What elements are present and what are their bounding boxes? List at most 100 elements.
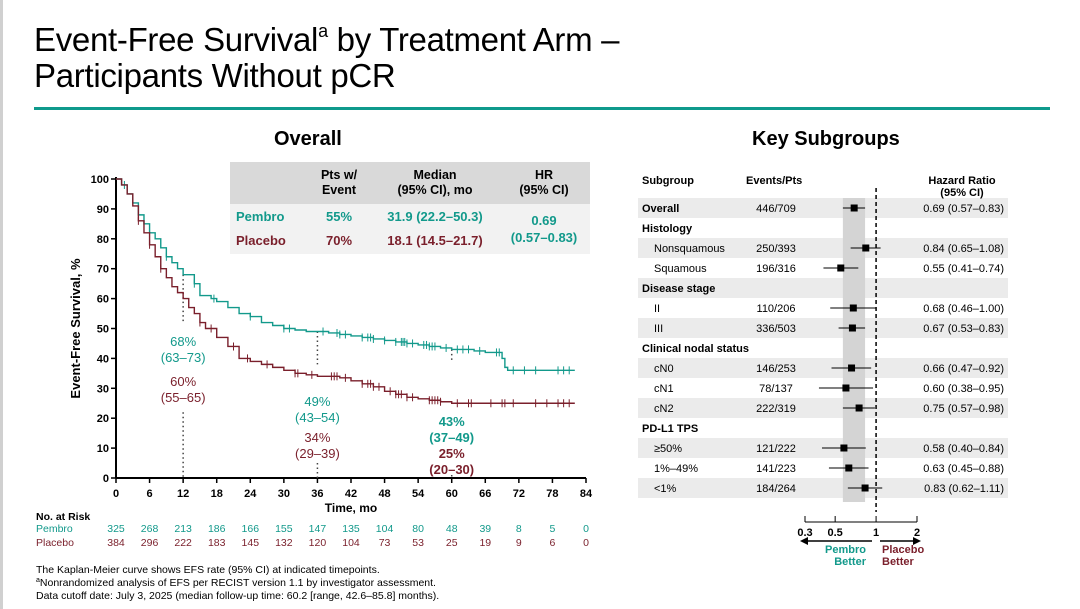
row-pembro-pts-event: 55% [325,209,353,224]
risk-value-pembro: 147 [309,523,327,535]
title-subtitle: Participants Without pCR [34,57,396,94]
x-tick-label: 0 [113,488,119,500]
risk-value-pembro: 135 [342,523,360,535]
risk-row-label-pembro: Pembro [36,523,73,535]
x-tick-label: 24 [244,488,257,500]
row-placebo-pts-event: 70% [325,233,353,248]
risk-value-placebo: 132 [275,537,293,549]
risk-value-pembro: 325 [107,523,125,535]
x-tick-label: 12 [177,488,189,500]
risk-value-pembro: 80 [412,523,424,535]
row-pembro-median: 31.9 (22.2–50.3) [387,209,483,224]
y-tick-label: 90 [97,204,109,216]
y-tick-label: 30 [97,383,109,395]
annotation-placebo-ci: (29–39) [295,446,340,461]
km-curve-placebo [116,178,575,404]
y-tick-label: 60 [97,294,109,306]
risk-value-pembro: 166 [242,523,260,535]
y-tick-label: 20 [97,413,109,425]
row-placebo-median: 18.1 (14.5–21.7) [387,233,483,248]
header-hr: HR (95% CI) [519,168,569,197]
risk-value-placebo: 384 [107,537,125,549]
annotation-placebo-ci: (55–65) [161,390,206,405]
risk-value-pembro: 39 [479,523,491,535]
x-tick-label: 78 [546,488,558,500]
x-tick-label: 48 [378,488,390,500]
annotation-pembro-ci: (63–73) [161,350,206,365]
annotation-placebo-rate: 25% [439,446,465,461]
footnote-km: The Kaplan-Meier curve shows EFS rate (9… [36,564,380,576]
risk-value-placebo: 145 [242,537,260,549]
risk-value-pembro: 0 [583,523,589,535]
x-axis-label: Time, mo [325,501,377,515]
risk-value-pembro: 155 [275,523,293,535]
slide-title: Event-Free Survivala by Treatment Arm – … [34,21,620,94]
annotation-pembro-rate: 68% [170,334,196,349]
annotation-placebo-rate: 34% [304,430,330,445]
risk-value-placebo: 19 [479,537,491,549]
x-tick-label: 42 [345,488,357,500]
risk-value-placebo: 0 [583,537,589,549]
slide-left-border [0,0,3,609]
y-tick-label: 80 [97,234,109,246]
hr-value: 0.69 [531,213,557,228]
x-tick-label: 60 [446,488,458,500]
footnotes: The Kaplan-Meier curve shows EFS rate (9… [36,564,439,603]
risk-value-placebo: 120 [309,537,327,549]
annotation-placebo-rate: 60% [170,374,196,389]
risk-value-pembro: 104 [376,523,394,535]
x-tick-label: 66 [479,488,491,500]
summary-table-header [230,162,590,204]
y-tick-label: 70 [97,264,109,276]
risk-value-pembro: 5 [550,523,556,535]
hr-ci: (0.57–0.83) [510,230,578,245]
risk-value-pembro: 48 [446,523,458,535]
x-tick-label: 72 [513,488,525,500]
risk-value-placebo: 222 [174,537,192,549]
risk-value-pembro: 213 [174,523,192,535]
risk-value-pembro: 268 [141,523,159,535]
risk-value-placebo: 183 [208,537,226,549]
y-tick-label: 50 [97,324,109,336]
header-median: Median (95% CI), mo [397,168,473,197]
risk-value-placebo: 6 [550,537,556,549]
row-arm-pembro: Pembro [236,209,285,224]
overall-section-title: Overall [274,128,342,150]
header-pts-event: Pts w/Event [320,168,358,197]
row-arm-placebo: Placebo [236,233,286,248]
risk-value-pembro: 8 [516,523,522,535]
footnote-a: aNonrandomized analysis of EFS per RECIS… [36,577,436,589]
risk-value-placebo: 53 [412,537,424,549]
annotation-placebo-ci: (20–30) [429,462,474,477]
risk-value-placebo: 296 [141,537,159,549]
subgroups-section-title: Key Subgroups [752,128,900,150]
annotation-pembro-rate: 43% [439,414,465,429]
annotation-pembro-rate: 49% [304,394,330,409]
risk-value-placebo: 9 [516,537,522,549]
y-axis-label: Event-Free Survival, % [68,258,83,399]
annotation-pembro-ci: (37–49) [429,430,474,445]
risk-table-title: No. at Risk [36,511,90,523]
risk-value-placebo: 73 [379,537,391,549]
x-tick-label: 54 [412,488,425,500]
x-tick-label: 36 [311,488,323,500]
y-tick-label: 10 [97,443,109,455]
x-tick-label: 18 [211,488,223,500]
x-tick-label: 30 [278,488,290,500]
x-tick-label: 84 [580,488,593,500]
risk-value-placebo: 25 [446,537,458,549]
title-text: Event-Free Survival [34,21,319,58]
x-tick-label: 6 [147,488,153,500]
y-tick-label: 40 [97,353,109,365]
title-text-cont: by Treatment Arm – [327,21,620,58]
y-tick-label: 100 [91,174,109,186]
title-divider [34,107,1050,110]
risk-value-pembro: 186 [208,523,226,535]
risk-row-label-placebo: Placebo [36,537,74,549]
y-tick-label: 0 [103,473,109,485]
summary-table: Pts w/Event Median (95% CI), mo HR (95% CI… [230,162,590,254]
footnote-cutoff: Data cutoff date: July 3, 2025 (median f… [36,590,440,602]
annotation-pembro-ci: (43–54) [295,410,340,425]
risk-value-placebo: 104 [342,537,360,549]
